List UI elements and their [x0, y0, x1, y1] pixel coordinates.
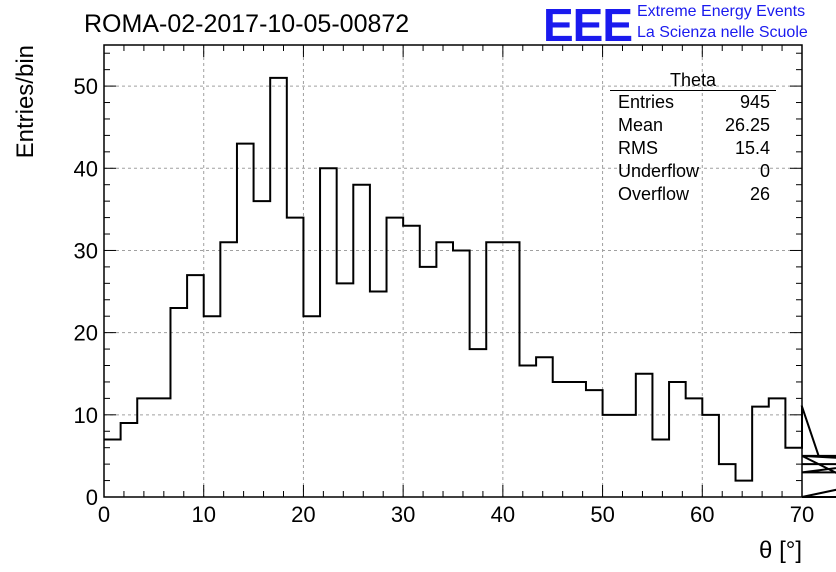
stats-label: RMS: [618, 138, 658, 158]
stats-label: Underflow: [618, 161, 700, 181]
stats-row-underflow: Underflow 0: [610, 160, 776, 183]
y-axis-label: Entries/bin: [12, 45, 39, 158]
stats-value: 26.25: [724, 115, 770, 135]
logo-tagline-2: La Scienza nelle Scuole: [637, 24, 808, 41]
run-title: ROMA-02-2017-10-05-00872: [84, 10, 410, 38]
stats-label: Mean: [618, 115, 664, 135]
histogram-step-line: [104, 76, 836, 498]
plot-frame: [103, 44, 803, 498]
x-tick-label: 60: [690, 502, 714, 527]
stats-box: Theta Entries 945 Mean 26.25 RMS 15.4 Un…: [610, 70, 776, 206]
stats-label: Entries: [618, 92, 675, 112]
stats-label: Overflow: [618, 184, 690, 204]
y-tick-label: 0: [86, 485, 98, 510]
x-tick-label: 30: [391, 502, 415, 527]
x-tick-label: 70: [790, 502, 814, 527]
stats-value: 0: [759, 161, 770, 181]
y-tick-label: 40: [74, 156, 98, 181]
stats-row-rms: RMS 15.4: [610, 137, 776, 160]
stats-row-mean: Mean 26.25: [610, 114, 776, 137]
x-tick-label: 40: [491, 502, 515, 527]
y-tick-label: 30: [74, 238, 98, 263]
y-tick-label: 10: [74, 403, 98, 428]
stats-value: 26: [749, 184, 770, 204]
x-tick-label: 0: [98, 502, 110, 527]
x-tick-label: 20: [291, 502, 315, 527]
x-tick-label: 10: [191, 502, 215, 527]
logo-tagline-1: Extreme Energy Events: [637, 3, 806, 20]
x-tick-label: 50: [590, 502, 614, 527]
eee-logo: EEE: [543, 0, 633, 51]
stats-value: 15.4: [734, 138, 770, 158]
stats-row-entries: Entries 945: [610, 91, 776, 114]
stats-row-overflow: Overflow 26: [610, 183, 776, 206]
x-axis-label: θ [°]: [759, 537, 802, 564]
stats-title: Theta: [610, 70, 776, 91]
y-tick-label: 50: [74, 74, 98, 99]
y-tick-label: 20: [74, 321, 98, 346]
stats-value: 945: [739, 92, 770, 112]
